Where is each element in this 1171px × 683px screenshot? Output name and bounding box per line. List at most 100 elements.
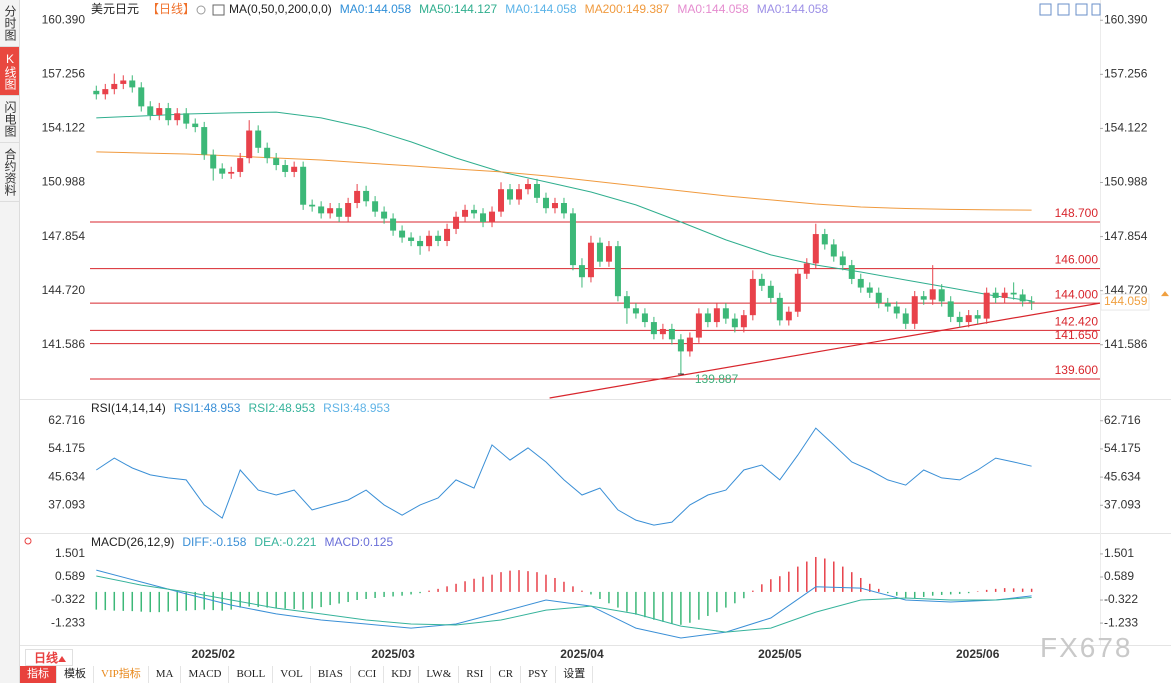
candle-body [417,240,424,247]
macd-bar [725,591,727,608]
line-series [96,569,1032,639]
chart-title: 美元日元 [91,2,139,16]
y-tick-label-right: -1.233 [1104,615,1138,629]
y-tick-label-right: 144.720 [1104,283,1148,297]
toolbar: 指标 模板 VIP指标 MA MACD BOLL VOL BIAS CCI KDJ LW& RSI CR… [20,666,594,683]
level-label: 139.600 [1055,363,1099,377]
candle-body [507,189,514,200]
icon[interactable] [1075,3,1088,16]
macd-bar [95,591,98,610]
legend-entry: RSI3:48.953 [323,401,390,415]
sidebar-tab[interactable]: K线图 [0,47,19,96]
toolbar-item[interactable]: 模板 [57,666,94,683]
macd-bar [994,588,997,592]
toolbar-item[interactable]: PSY [521,666,557,683]
period-label: 日线 [34,651,59,665]
macd-bar [878,588,880,592]
candle-body [533,184,540,198]
macd-bar [536,572,538,592]
macd-bar [104,591,107,611]
icon[interactable] [1039,3,1052,16]
y-tick-label: 141.586 [42,337,86,351]
toolbar-item[interactable]: CR [491,666,522,683]
legend-entry: MA200:149.387 [585,2,670,16]
toolbar-item[interactable]: LW& [419,666,460,683]
candle-body [542,197,549,209]
legend-entry: DEA:-0.221 [254,535,316,549]
macd-bar [383,591,385,597]
y-tick-label: 144.720 [42,283,86,297]
candle-body [875,292,882,304]
candle-body [192,123,199,128]
toolbar-item[interactable]: VIP指标 [94,666,149,683]
y-tick-label-right: 157.256 [1104,67,1148,81]
macd-bar [302,591,304,610]
macd-bar [680,591,682,625]
macd-bar [833,561,835,592]
candle-body [156,108,163,115]
toolbar-item[interactable]: MA [149,666,182,683]
macd-bar [913,591,916,599]
candle-body [704,313,711,323]
toolbar-item[interactable]: VOL [273,666,311,683]
caret [58,656,66,662]
y-tick-label: 62.716 [48,413,85,427]
toolbar-item[interactable]: BIAS [311,666,351,683]
y-tick-label-right: 54.175 [1104,441,1141,455]
toolbar-item[interactable]: RSI [459,666,492,683]
toolbar-item[interactable]: CCI [351,666,385,683]
candle-body [498,189,505,212]
macd-bar [140,591,143,612]
icon[interactable] [1091,3,1101,16]
candle-body [282,165,289,172]
candle-body [183,113,190,124]
macd-bar [311,591,313,609]
candle-body [767,285,774,298]
toolbar-item[interactable]: 指标 [20,666,57,683]
settings-icon[interactable] [24,537,32,545]
toolbar-item[interactable]: 设置 [556,666,594,683]
sidebar-tab[interactable]: 分时图 [0,0,19,47]
candle-body [722,308,729,319]
candle-body [641,313,648,323]
macd-bar [374,591,376,598]
indicator-label: MA(0,50,0,200,0,0) [229,2,332,16]
candle-body [102,89,109,95]
macd-bar [446,586,448,592]
period-button[interactable]: 日线 [25,649,73,666]
sidebar-tab[interactable]: 闪电图 [0,96,19,143]
last-price-pointer [1161,291,1169,297]
y-tick-label-right: 37.093 [1104,497,1141,511]
macd-bar [221,591,223,611]
icon [212,4,225,16]
macd-bar [203,591,205,610]
macd-bar [707,591,709,616]
candle-body [839,256,846,266]
macd-bar [904,591,907,598]
candle-body [551,203,558,209]
x-tick-label: 2025/04 [560,647,604,661]
icon[interactable] [1057,3,1070,16]
candle-body [147,106,154,115]
macd-bar [779,576,781,592]
macd-bar [734,591,736,604]
candle-body [381,211,388,219]
macd-bar [644,591,646,618]
candle-body [228,171,235,174]
toolbar-item[interactable]: BOLL [229,666,274,683]
sidebar-tab[interactable]: 合约资料 [0,143,19,202]
macd-bar [626,591,628,612]
candle-body [255,130,262,148]
candle-body [345,203,352,217]
macd-bar [1021,588,1024,592]
toolbar-item[interactable]: MACD [181,666,230,683]
candle-body [327,208,334,214]
candle-body [947,301,954,317]
line-series [96,427,1032,526]
legend-entry: MA50:144.127 [419,2,497,16]
macd-bar [797,566,799,592]
toolbar-icons[interactable] [1039,3,1101,16]
macd-bar [329,591,331,606]
toolbar-item[interactable]: KDJ [384,666,420,683]
candle-body [866,287,873,293]
